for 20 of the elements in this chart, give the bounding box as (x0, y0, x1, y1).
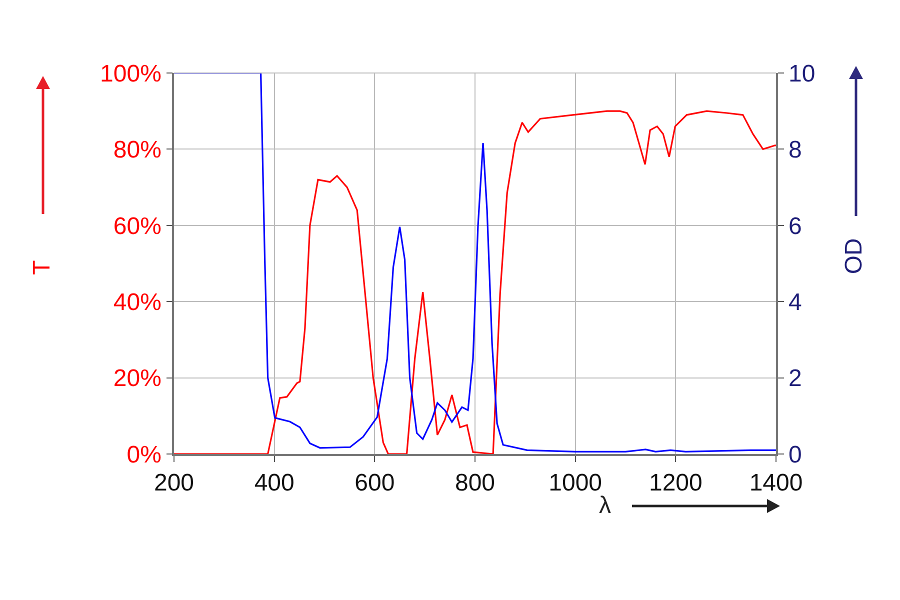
y-tick-label: 80% (113, 136, 162, 164)
x-tick-label: 200 (154, 470, 194, 497)
y2-tick-label: 2 (788, 365, 802, 392)
x-tick-label: 800 (454, 470, 496, 497)
x-tick-label: 600 (354, 470, 395, 497)
y-axis-title: T (28, 260, 56, 275)
y2-tick-label: 8 (788, 136, 802, 164)
y-tick-label: 40% (113, 289, 162, 316)
x-tick-label: 1200 (648, 470, 702, 497)
y-tick-label: 20% (113, 365, 162, 392)
x-tick-label: 400 (254, 470, 294, 497)
y-tick-label: 60% (113, 212, 162, 240)
y-tick-label: 100% (100, 60, 162, 88)
x-tick-label: 1400 (749, 470, 803, 497)
y2-tick-label: 0 (788, 441, 802, 468)
y2-axis-title: OD (840, 238, 868, 274)
y2-tick-label: 4 (788, 289, 802, 316)
y2-tick-label: 10 (788, 60, 816, 88)
y-tick-label: 0% (126, 441, 162, 468)
y2-tick-label: 6 (788, 212, 802, 240)
